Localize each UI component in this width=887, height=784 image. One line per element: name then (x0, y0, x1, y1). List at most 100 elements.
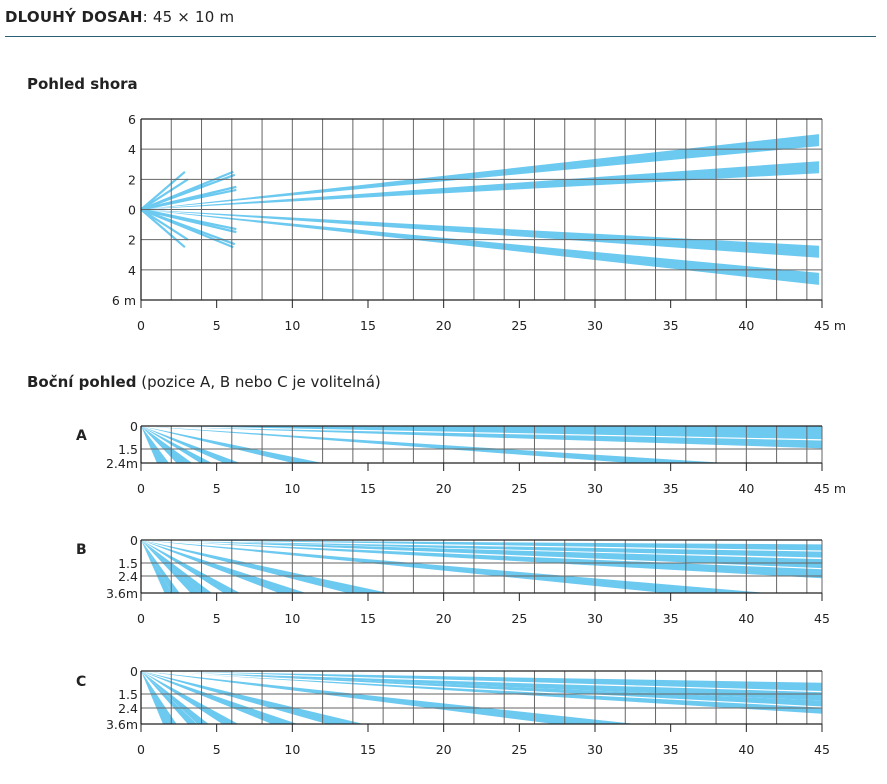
top-short-beam (140, 188, 237, 211)
y-tick-label: 2.4m (106, 456, 138, 471)
side-beam (141, 426, 727, 463)
row-label: B (76, 542, 87, 558)
x-tick-label: 0 (137, 481, 145, 496)
beam-group (141, 540, 822, 593)
x-tick-label: 5 (213, 481, 221, 496)
title-bold: DLOUHÝ DOSAH (5, 8, 143, 26)
x-tick-label: 40 (738, 481, 754, 496)
x-tick-label: 45 m (814, 318, 846, 333)
x-tick-label: 5 (213, 742, 221, 757)
y-tick-label: 2.4 (118, 569, 138, 584)
title-divider (5, 36, 876, 37)
x-tick-label: 20 (436, 481, 452, 496)
x-tick-label: 5 (213, 611, 221, 626)
y-tick-label: 1.5 (118, 442, 138, 457)
y-tick-label: 0 (128, 203, 136, 218)
x-tick-label: 30 (587, 318, 603, 333)
y-tick-label: 1.5 (118, 556, 138, 571)
side-beam (141, 671, 239, 724)
side-beam (141, 671, 636, 724)
x-tick-label: 10 (284, 318, 300, 333)
top-view-title-text: Pohled shora (27, 75, 138, 93)
side-beam (141, 671, 177, 724)
x-tick-label: 45 m (814, 481, 846, 496)
row-label: A (76, 428, 87, 444)
side-beam (141, 671, 198, 724)
top-short-beam (140, 178, 189, 211)
side-beam (141, 671, 298, 724)
x-tick-label: 0 (137, 742, 145, 757)
title-rest: : 45 × 10 m (142, 8, 235, 26)
row-label: C (76, 674, 86, 690)
x-tick-label: 15 (360, 611, 376, 626)
beam-group (141, 426, 822, 463)
top-short-beam (140, 173, 236, 211)
top-long-beam (141, 161, 819, 210)
x-tick-label: 30 (587, 742, 603, 757)
beam-divider (141, 426, 822, 441)
top-short-beam (140, 170, 186, 211)
x-tick-label: 35 (663, 318, 679, 333)
side-beam (141, 671, 209, 724)
x-tick-label: 40 (738, 318, 754, 333)
side-beam (141, 540, 212, 593)
side-beam (141, 540, 768, 593)
side-far-beam (141, 540, 822, 558)
y-tick-label: 0 (130, 533, 138, 548)
x-tick-label: 25 (511, 481, 527, 496)
x-tick-label: 0 (137, 611, 145, 626)
page-title: DLOUHÝ DOSAH: 45 × 10 m (5, 8, 234, 26)
x-tick-label: 15 (360, 742, 376, 757)
side-view-title: Boční pohled (pozice A, B nebo C je voli… (27, 373, 381, 391)
beam-divider (141, 540, 822, 552)
beam-divider (141, 671, 822, 693)
y-tick-label: 1.5 (118, 687, 138, 702)
side-far-beam (141, 671, 822, 714)
top-short-beam (140, 208, 236, 246)
y-tick-label: 3.6m (106, 586, 138, 601)
beam-group (141, 671, 822, 724)
y-tick-label: 3.6m (106, 717, 138, 732)
x-tick-label: 15 (360, 318, 376, 333)
side-view-title-rest: (pozice A, B nebo C je volitelná) (136, 373, 381, 391)
side-beam (141, 426, 212, 463)
x-tick-label: 40 (738, 742, 754, 757)
y-tick-label: 2.4 (118, 701, 138, 716)
x-tick-label: 10 (284, 742, 300, 757)
y-tick-label: 2 (128, 233, 136, 248)
x-tick-label: 35 (663, 611, 679, 626)
x-tick-label: 35 (663, 481, 679, 496)
x-tick-label: 45 (814, 611, 830, 626)
beam-divider (141, 540, 822, 570)
x-tick-label: 0 (137, 318, 145, 333)
y-tick-label: 6 (128, 112, 136, 127)
top-short-beam (140, 208, 237, 231)
side-beam (141, 540, 389, 593)
y-tick-label: 0 (130, 664, 138, 679)
top-long-beam (141, 209, 819, 258)
x-tick-label: 15 (360, 481, 376, 496)
side-beam (141, 671, 364, 724)
side-far-beam (141, 540, 822, 579)
x-tick-label: 30 (587, 611, 603, 626)
x-tick-label: 45 (814, 742, 830, 757)
x-tick-label: 25 (511, 318, 527, 333)
side-beam (141, 540, 240, 593)
y-tick-label: 6 m (112, 293, 136, 308)
y-tick-label: 4 (128, 263, 136, 278)
side-beam (141, 426, 240, 463)
top-long-beam (141, 209, 819, 285)
side-beam (141, 540, 173, 593)
x-tick-label: 35 (663, 742, 679, 757)
y-tick-label: 2 (128, 172, 136, 187)
side-view-title-bold: Boční pohled (27, 373, 137, 391)
x-tick-label: 30 (587, 481, 603, 496)
top-short-beam (140, 208, 186, 249)
x-tick-label: 20 (436, 742, 452, 757)
top-short-beam (140, 208, 189, 241)
x-tick-label: 20 (436, 318, 452, 333)
x-tick-label: 10 (284, 611, 300, 626)
top-long-beam (141, 134, 819, 210)
x-tick-label: 5 (213, 318, 221, 333)
